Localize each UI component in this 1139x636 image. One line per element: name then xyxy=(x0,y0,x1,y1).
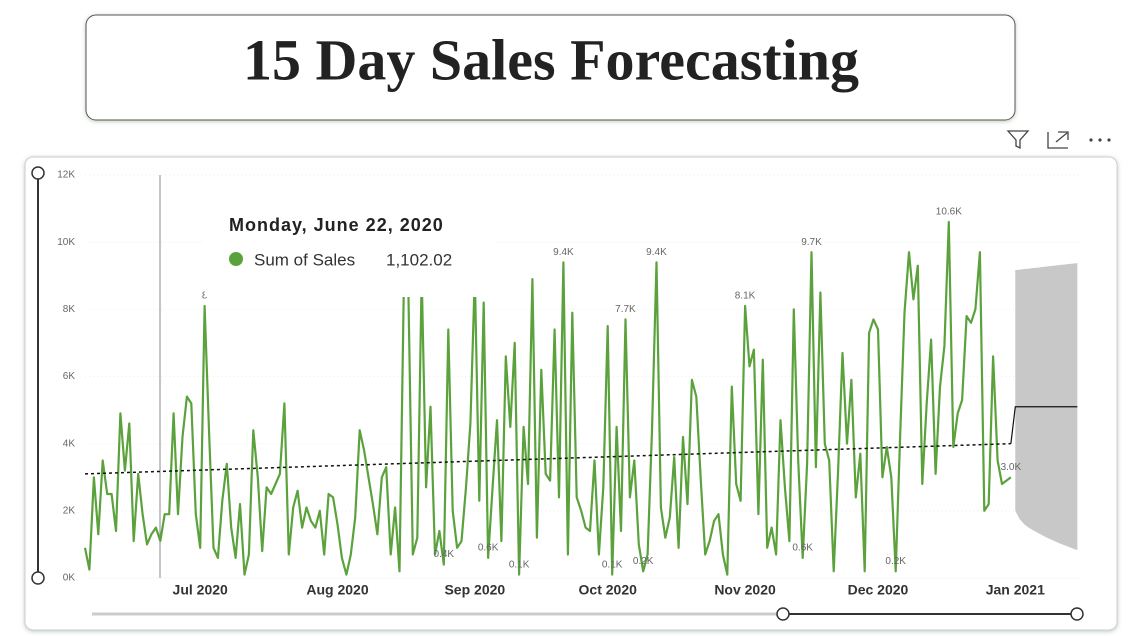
data-label: 9.7K xyxy=(801,237,822,248)
x-tick-label: Oct 2020 xyxy=(579,582,638,598)
data-label: 0.1K xyxy=(509,559,530,570)
title-box xyxy=(85,14,1016,121)
tooltip: Monday, June 22, 2020 Sum of Sales 1,102… xyxy=(205,200,490,297)
y-tick-label: 8K xyxy=(63,304,76,315)
tooltip-title: Monday, June 22, 2020 xyxy=(229,215,444,235)
data-label: 0.6K xyxy=(478,542,499,553)
data-label: 9.4K xyxy=(553,247,574,258)
y-slider[interactable] xyxy=(31,166,45,585)
visual-header xyxy=(1000,126,1125,156)
data-label: 0.2K xyxy=(633,556,654,567)
data-label: 0.4K xyxy=(434,549,455,560)
y-tick-label: 12K xyxy=(57,170,75,181)
chart-title: 15 Day Sales Forecasting xyxy=(243,27,859,92)
data-label: 7.7K xyxy=(615,304,636,315)
x-tick-label: Nov 2020 xyxy=(714,582,776,598)
forecast-line xyxy=(1010,406,1078,444)
data-label: 0.2K xyxy=(885,556,906,567)
data-label: 3.0K xyxy=(1001,462,1022,473)
data-label: 9.4K xyxy=(646,247,667,258)
data-label: 10.6K xyxy=(936,207,962,218)
y-tick-label: 2K xyxy=(63,505,76,516)
y-tick-label: 4K xyxy=(63,438,76,449)
filter-icon[interactable] xyxy=(1006,130,1030,150)
tooltip-bg xyxy=(205,200,490,297)
data-label: 0.6K xyxy=(792,542,813,553)
x-slider[interactable] xyxy=(92,607,1084,621)
y-tick-label: 10K xyxy=(57,237,75,248)
tooltip-series: Sum of Sales xyxy=(254,250,355,269)
more-options[interactable] xyxy=(1089,138,1111,142)
x-tick-label: Sep 2020 xyxy=(444,582,505,598)
focus-icon[interactable] xyxy=(1047,131,1069,149)
tooltip-swatch xyxy=(229,252,243,266)
trend-line xyxy=(84,442,1011,475)
y-tick-label: 6K xyxy=(63,371,76,382)
plot-area: 0K 2K 4K 6K 8K 10K 12K Jul 2020 Aug 2020 Sep 2020… xyxy=(57,170,1080,598)
x-tick-label: Aug 2020 xyxy=(306,582,368,598)
x-tick-label: Jan 2021 xyxy=(986,582,1045,598)
data-label: 8 xyxy=(202,291,208,302)
sales-line xyxy=(83,220,1012,576)
data-label: 8.1K xyxy=(735,291,756,302)
x-tick-label: Dec 2020 xyxy=(848,582,909,598)
data-label: 0.1K xyxy=(602,559,623,570)
x-tick-label: Jul 2020 xyxy=(173,582,228,598)
y-tick-label: 0K xyxy=(63,573,76,584)
tooltip-value: 1,102.02 xyxy=(386,250,452,269)
